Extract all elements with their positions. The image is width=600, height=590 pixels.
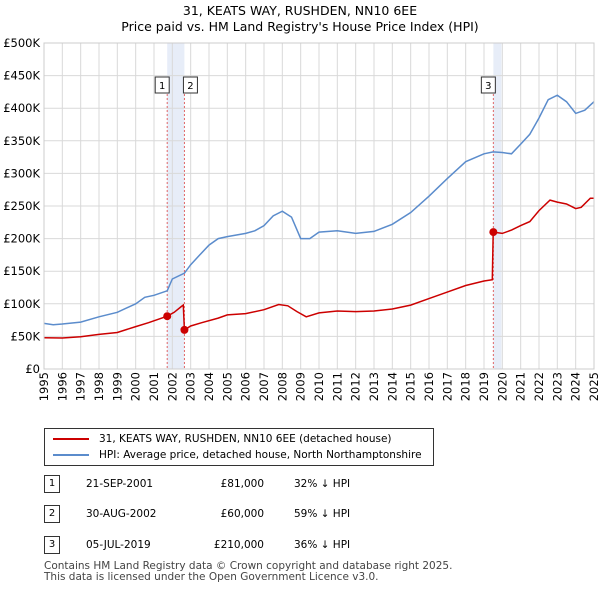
footer: Contains HM Land Registry data © Crown c… bbox=[44, 561, 452, 583]
sale-number-label: 1 bbox=[159, 81, 165, 92]
x-tick-label: 1997 bbox=[74, 372, 88, 401]
x-tick-label: 2024 bbox=[569, 372, 583, 401]
hpi-series-line bbox=[43, 94, 595, 326]
x-tick-label: 2017 bbox=[440, 372, 454, 401]
y-tick-label: £400K bbox=[3, 101, 40, 115]
x-tick-label: 2015 bbox=[404, 372, 418, 401]
price-chart: 1 2 3 £0 £50K £100K £150K £200K £250K £300K £350K £… bbox=[3, 36, 600, 401]
legend-swatch-blue bbox=[53, 454, 89, 456]
x-tick-label: 2025 bbox=[587, 372, 600, 401]
title-line-1: 31, KEATS WAY, RUSHDEN, NN10 6EE bbox=[182, 3, 418, 18]
transaction-row: 3 05-JUL-2019 £210,000 36% ↓ HPI bbox=[44, 536, 584, 554]
y-tick-label: £50K bbox=[11, 329, 41, 343]
x-tick-label: 2014 bbox=[385, 372, 399, 401]
x-tick-label: 2008 bbox=[275, 372, 289, 401]
x-tick-label: 2019 bbox=[477, 372, 491, 401]
y-tick-label: £450K bbox=[3, 69, 40, 83]
x-tick-label: 1998 bbox=[92, 372, 106, 401]
x-tick-label: 2012 bbox=[349, 372, 363, 401]
y-tick-label: £300K bbox=[3, 166, 40, 180]
property-series-line bbox=[43, 197, 594, 339]
transaction-marker: 2 bbox=[44, 505, 60, 523]
x-tick-label: 2020 bbox=[495, 372, 509, 401]
x-tick-label: 2022 bbox=[532, 372, 546, 401]
legend-swatch-red bbox=[53, 438, 89, 440]
transaction-hpi: 59% ↓ HPI bbox=[294, 508, 351, 520]
transaction-row: 1 21-SEP-2001 £81,000 32% ↓ HPI bbox=[44, 475, 584, 493]
x-tick-label: 2018 bbox=[459, 372, 473, 401]
plot-frame bbox=[43, 42, 595, 370]
transaction-price: £81,000 bbox=[220, 478, 264, 490]
transaction-row: 2 30-AUG-2002 £60,000 59% ↓ HPI bbox=[44, 505, 584, 523]
sale-number-label: 3 bbox=[485, 81, 491, 92]
legend: 31, KEATS WAY, RUSHDEN, NN10 6EE (detach… bbox=[44, 428, 434, 466]
footer-line-1: Contains HM Land Registry data © Crown c… bbox=[44, 560, 453, 572]
transaction-date: 30-AUG-2002 bbox=[86, 508, 157, 520]
x-tick-label: 2009 bbox=[294, 372, 308, 401]
legend-entry-property: 31, KEATS WAY, RUSHDEN, NN10 6EE (detach… bbox=[53, 432, 392, 446]
x-tick-label: 2023 bbox=[550, 372, 564, 401]
sale-point bbox=[489, 228, 498, 237]
y-tick-label: £350K bbox=[3, 134, 40, 148]
y-tick-label: £200K bbox=[3, 232, 40, 246]
x-tick-label: 1999 bbox=[110, 372, 124, 401]
sale-number-label: 2 bbox=[187, 81, 193, 92]
sale-number-box bbox=[154, 76, 170, 94]
transaction-date: 21-SEP-2001 bbox=[86, 478, 154, 490]
x-tick-label: 2006 bbox=[239, 372, 253, 401]
transaction-price: £210,000 bbox=[213, 539, 264, 551]
x-tick-label: 2000 bbox=[129, 372, 143, 401]
transaction-marker: 3 bbox=[44, 536, 60, 554]
y-tick-label: £150K bbox=[3, 264, 40, 278]
x-tick-label: 2013 bbox=[367, 372, 381, 401]
y-tick-label: £0 bbox=[25, 362, 40, 376]
y-tick-label: £250K bbox=[3, 199, 40, 213]
transaction-hpi: 32% ↓ HPI bbox=[294, 478, 351, 490]
sale-point bbox=[163, 312, 172, 321]
x-tick-label: 2007 bbox=[257, 372, 271, 401]
footer-line-2: This data is licensed under the Open Gov… bbox=[44, 571, 379, 583]
legend-label-property: 31, KEATS WAY, RUSHDEN, NN10 6EE (detach… bbox=[99, 433, 392, 445]
x-tick-label: 2003 bbox=[184, 372, 198, 401]
x-tick-label: 2005 bbox=[220, 372, 234, 401]
legend-entry-hpi: HPI: Average price, detached house, Nort… bbox=[53, 448, 422, 462]
transaction-marker: 1 bbox=[44, 475, 60, 493]
x-tick-label: 1996 bbox=[55, 372, 69, 401]
y-tick-label: £500K bbox=[3, 36, 40, 50]
sale-number-box bbox=[182, 76, 198, 94]
legend-label-hpi: HPI: Average price, detached house, Nort… bbox=[99, 449, 422, 461]
x-tick-label: 2021 bbox=[514, 372, 528, 401]
transaction-hpi: 36% ↓ HPI bbox=[294, 539, 351, 551]
sale-number-box bbox=[480, 76, 496, 94]
y-tick-label: £100K bbox=[3, 297, 40, 311]
x-tick-label: 2010 bbox=[312, 372, 326, 401]
chart-title: 31, KEATS WAY, RUSHDEN, NN10 6EE Price p… bbox=[0, 3, 600, 35]
transaction-date: 05-JUL-2019 bbox=[86, 539, 151, 551]
x-tick-label: 2002 bbox=[165, 372, 179, 401]
transaction-price: £60,000 bbox=[220, 508, 264, 520]
x-tick-label: 2001 bbox=[147, 372, 161, 401]
x-tick-label: 2004 bbox=[202, 372, 216, 401]
sale-point bbox=[180, 325, 189, 334]
x-tick-label: 1995 bbox=[37, 372, 51, 401]
title-line-2: Price paid vs. HM Land Registry's House … bbox=[121, 19, 479, 34]
x-tick-label: 2016 bbox=[422, 372, 436, 401]
x-tick-label: 2011 bbox=[330, 372, 344, 401]
